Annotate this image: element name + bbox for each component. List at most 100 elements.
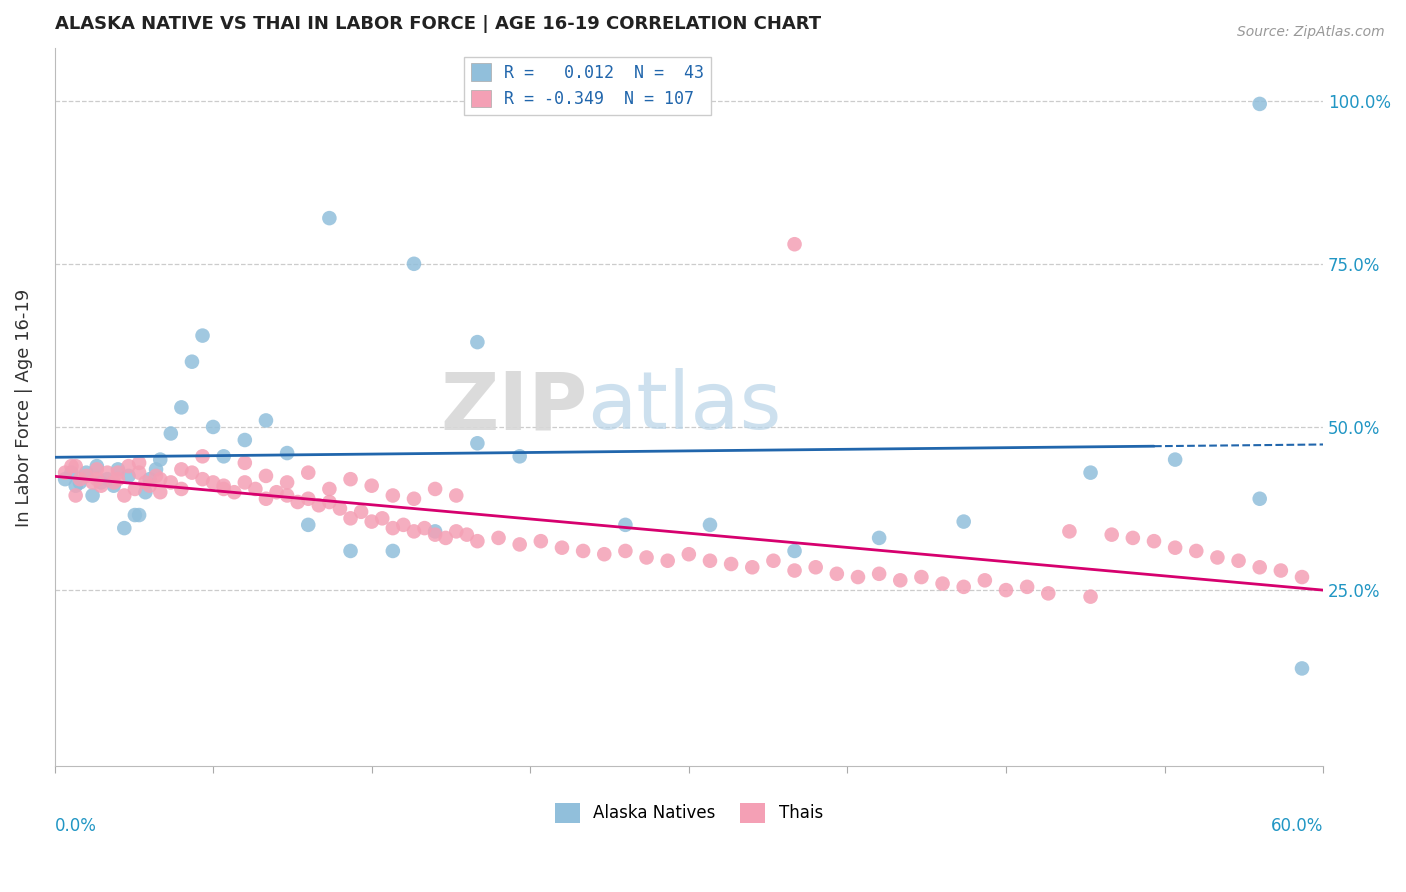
Point (572, 544, 595, 558)
Point (1038, 586, 1060, 600)
Point (318, 495, 340, 509)
Point (467, 436, 489, 450)
Point (254, 469, 277, 483)
Point (1164, 541, 1187, 555)
Point (910, 570, 932, 584)
Point (318, 211, 340, 226)
Point (434, 531, 457, 545)
Point (1143, 534, 1166, 549)
Point (488, 531, 510, 545)
Y-axis label: In Labor Force | Age 16-19: In Labor Force | Age 16-19 (15, 288, 32, 526)
Point (381, 544, 404, 558)
Point (952, 515, 974, 529)
Point (82, 488, 104, 502)
Point (90, 475, 112, 490)
Point (329, 501, 352, 516)
Point (65, 479, 87, 493)
Point (128, 456, 150, 470)
Point (82, 475, 104, 490)
Point (224, 485, 246, 500)
Point (86, 462, 108, 476)
Point (191, 472, 214, 486)
Point (181, 466, 204, 480)
Point (339, 472, 361, 486)
Point (636, 550, 658, 565)
Point (1017, 580, 1039, 594)
Point (191, 450, 214, 464)
Point (868, 531, 890, 545)
Point (53, 466, 76, 480)
Point (381, 521, 404, 535)
Point (825, 566, 848, 581)
Point (804, 560, 827, 574)
Point (112, 521, 135, 535)
Point (117, 459, 139, 474)
Point (1249, 96, 1271, 111)
Point (65, 459, 87, 474)
Legend: Alaska Natives, Thais: Alaska Natives, Thais (548, 796, 830, 830)
Point (69, 475, 91, 490)
Point (124, 508, 146, 522)
Point (1291, 570, 1313, 584)
Point (287, 495, 309, 509)
Point (350, 505, 373, 519)
Text: 60.0%: 60.0% (1271, 816, 1323, 835)
Point (1249, 491, 1271, 506)
Point (254, 413, 277, 427)
Point (233, 456, 256, 470)
Point (994, 583, 1017, 598)
Point (90, 479, 112, 493)
Point (276, 446, 298, 460)
Point (973, 574, 995, 588)
Point (868, 566, 890, 581)
Point (509, 537, 531, 551)
Point (1206, 550, 1229, 565)
Point (1291, 661, 1313, 675)
Point (413, 521, 436, 535)
Point (170, 482, 193, 496)
Point (65, 488, 87, 502)
Point (96, 472, 118, 486)
Point (107, 472, 129, 486)
Point (170, 401, 193, 415)
Point (360, 479, 382, 493)
Point (112, 488, 135, 502)
Point (170, 462, 193, 476)
Point (446, 524, 468, 539)
Point (107, 462, 129, 476)
Point (699, 554, 721, 568)
Point (159, 426, 181, 441)
Point (75, 469, 97, 483)
Point (530, 534, 553, 549)
Point (614, 544, 637, 558)
Point (402, 257, 425, 271)
Point (128, 508, 150, 522)
Text: 0.0%: 0.0% (55, 816, 97, 835)
Point (107, 466, 129, 480)
Point (1227, 554, 1250, 568)
Point (339, 544, 361, 558)
Point (456, 527, 478, 541)
Point (134, 475, 156, 490)
Point (423, 482, 446, 496)
Point (202, 420, 225, 434)
Point (297, 491, 319, 506)
Text: atlas: atlas (588, 368, 782, 446)
Point (423, 524, 446, 539)
Point (69, 472, 91, 486)
Point (138, 472, 160, 486)
Point (402, 491, 425, 506)
Point (371, 511, 394, 525)
Point (276, 488, 298, 502)
Point (1080, 466, 1102, 480)
Point (678, 547, 700, 561)
Point (381, 488, 404, 502)
Point (1122, 531, 1144, 545)
Point (145, 462, 167, 476)
Point (931, 576, 953, 591)
Point (360, 515, 382, 529)
Point (392, 517, 415, 532)
Point (446, 488, 468, 502)
Point (75, 466, 97, 480)
Point (138, 479, 160, 493)
